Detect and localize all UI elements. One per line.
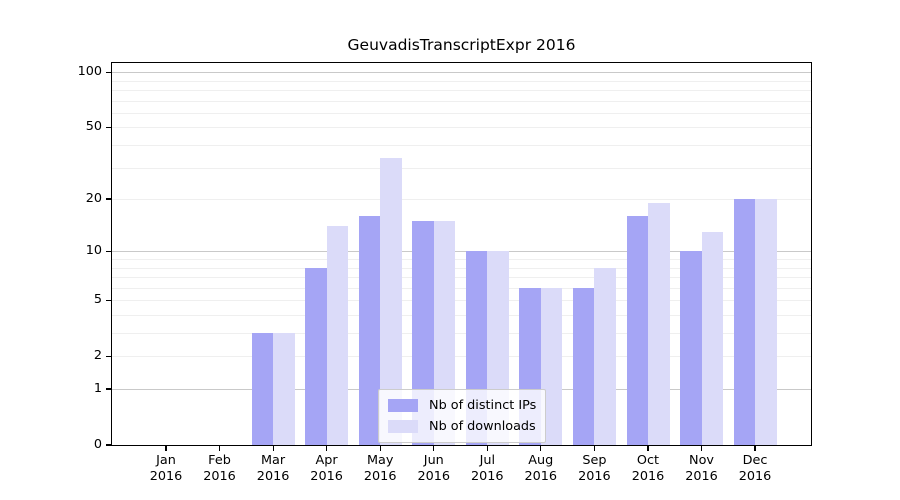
x-axis-tick-apr [326,445,328,451]
bar-downloads-mar [273,333,295,445]
x-tick-label-nov: Nov 2016 [685,453,718,484]
minor-gridline [112,333,811,334]
x-tick-label-apr: Apr 2016 [310,453,343,484]
y-axis-tick-10 [106,250,112,252]
minor-gridline [112,300,811,302]
bar-distinct-ips-dec [733,199,755,445]
x-tick-label-jan: Jan 2016 [149,453,183,484]
bar-distinct-ips-may [358,216,381,445]
chart-title: GeuvadisTranscriptExpr 2016 [347,36,576,54]
minor-gridline [112,267,811,269]
x-axis-tick-may [379,445,381,451]
y-tick-label-2: 2 [93,348,102,364]
minor-gridline [112,356,811,358]
y-axis-tick-5 [106,299,112,301]
minor-gridline [112,314,811,316]
x-axis-tick-jun [433,445,435,451]
x-tick-label-oct: Oct 2016 [631,453,665,484]
x-axis-tick-jan [165,445,167,451]
y-tick-label-20: 20 [85,191,102,206]
y-tick-label-0: 0 [93,437,102,452]
minor-gridline [112,287,811,289]
minor-gridline [112,167,811,169]
bar-downloads-oct [648,202,670,445]
x-tick-label-jul: Jul 2016 [471,453,504,484]
y-axis-tick-2 [106,355,112,357]
legend-item-downloads: Nb of downloads [388,416,536,437]
x-tick-label-may: May 2016 [363,453,397,484]
bar-distinct-ips-apr [305,267,327,445]
minor-gridline [112,199,811,200]
bar-distinct-ips-nov [680,251,702,445]
minor-gridline [112,100,811,102]
y-tick-label-100: 100 [77,64,102,80]
y-tick-label-1: 1 [93,381,102,396]
bar-downloads-aug [540,287,563,445]
x-tick-label-sep: Sep 2016 [578,453,611,484]
minor-gridline [112,80,811,82]
legend-swatch [388,399,418,412]
y-tick-label-5: 5 [93,292,102,308]
x-axis-tick-feb [219,445,221,451]
bar-downloads-nov [701,231,723,445]
x-tick-label-aug: Aug 2016 [524,453,558,484]
minor-gridline [112,277,811,278]
minor-gridline [112,144,811,146]
bar-downloads-dec [755,199,777,445]
y-tick-label-50: 50 [85,119,102,135]
x-tick-label-dec: Dec 2016 [738,453,772,484]
x-axis-tick-sep [593,445,595,451]
y-axis-tick-100 [106,71,112,73]
y-axis-tick-1 [106,388,112,390]
y-axis-tick-50 [106,126,112,128]
y-axis-tick-20 [106,198,112,200]
bar-downloads-may [380,157,402,445]
bar-distinct-ips-sep [572,287,595,445]
bar-distinct-ips-oct [626,216,648,445]
x-axis-tick-mar [272,445,274,451]
x-axis-tick-aug [540,445,542,451]
legend-swatch [388,420,418,433]
x-axis-tick-dec [754,445,756,451]
x-tick-label-jun: Jun 2016 [417,453,451,484]
x-axis-tick-jul [486,445,488,451]
y-tick-label-10: 10 [85,243,102,259]
x-tick-label-feb: Feb 2016 [203,453,236,484]
minor-gridline [112,89,811,91]
major-gridline [112,72,811,74]
legend-item-distinct-ips: Nb of distinct IPs [388,395,536,416]
bar-downloads-apr [326,226,349,445]
y-axis-tick-0 [106,444,112,446]
legend: Nb of distinct IPs Nb of downloads [378,389,547,443]
x-axis-tick-nov [700,445,703,451]
x-tick-label-mar: Mar 2016 [256,453,290,484]
plot-area: Nb of distinct IPs Nb of downloads Jan 201… [78,62,812,484]
bar-downloads-sep [594,267,616,445]
legend-label: Nb of distinct IPs [429,398,537,413]
legend-label: Nb of downloads [429,419,536,434]
x-axis-tick-oct [647,445,649,451]
minor-gridline [112,127,811,129]
minor-gridline [112,258,811,260]
bar-distinct-ips-mar [251,333,274,445]
minor-gridline [112,112,811,114]
major-gridline [112,251,811,253]
